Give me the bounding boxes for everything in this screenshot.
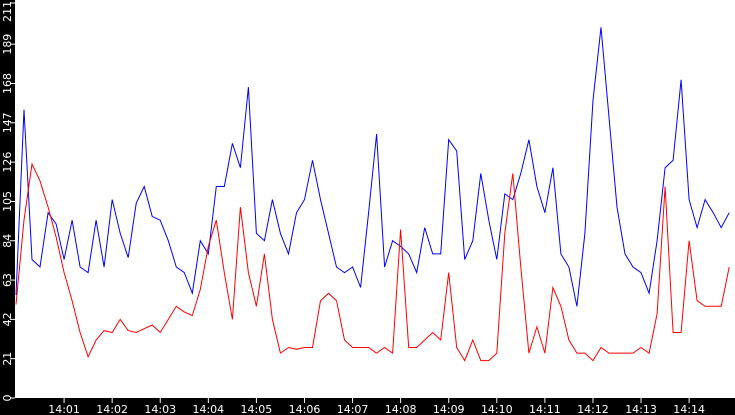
x-tick-label: 14:05 xyxy=(241,403,273,415)
y-tick-label: 63 xyxy=(1,273,14,287)
series-line-1 xyxy=(15,27,730,307)
x-tick-label: 14:12 xyxy=(577,403,609,415)
y-tick-label: 168 xyxy=(1,73,14,94)
x-tick-label: 14:10 xyxy=(481,403,513,415)
x-tick-label: 14:02 xyxy=(96,403,128,415)
x-tick-label: 14:11 xyxy=(529,403,561,415)
x-tick-label: 14:14 xyxy=(673,403,705,415)
x-tick-label: 14:06 xyxy=(289,403,321,415)
y-tick-label: 0 xyxy=(1,395,14,402)
x-tick-label: 14:03 xyxy=(144,403,176,415)
y-tick-label: 21 xyxy=(1,352,14,366)
y-tick-label: 126 xyxy=(1,152,14,173)
y-tick-label: 147 xyxy=(1,112,14,133)
x-tick-label: 14:04 xyxy=(192,403,224,415)
x-tick-label: 14:09 xyxy=(433,403,465,415)
series-line-2 xyxy=(15,162,730,362)
series-layer xyxy=(15,27,730,362)
x-tick-label: 14:01 xyxy=(48,403,80,415)
plot-area xyxy=(15,0,735,398)
y-tick-label: 189 xyxy=(1,34,14,55)
y-tick-label: 84 xyxy=(1,234,14,248)
x-tick-label: 14:13 xyxy=(625,403,657,415)
y-tick-label: 105 xyxy=(1,191,14,212)
y-tick-label: 211 xyxy=(1,1,14,22)
x-axis: 14:01 14:02 14:03 14:04 14:05 14:06 14:07 14:08… xyxy=(48,398,705,415)
x-tick-label: 14:08 xyxy=(385,403,417,415)
y-axis: 0 21 42 63 84 105 126 147 168 189 211 xyxy=(1,1,15,402)
y-tick-label: 42 xyxy=(1,312,14,326)
x-tick-label: 14:07 xyxy=(337,403,369,415)
